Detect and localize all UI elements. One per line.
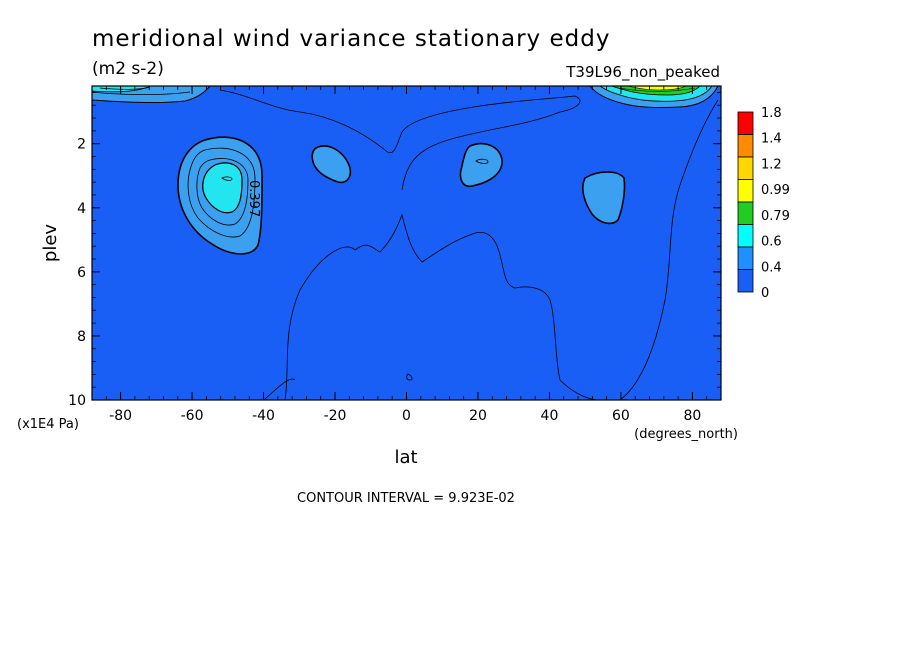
contour-line — [619, 87, 696, 92]
colorbar-swatch — [737, 246, 754, 270]
contour-line — [91, 91, 191, 96]
contour-line — [284, 213, 601, 401]
y-axis-units: (x1E4 Pa) — [17, 417, 79, 432]
minor-ticks — [91, 86, 722, 400]
x-tick-label: 20 — [469, 408, 487, 424]
colorbar-label: 1.4 — [761, 132, 782, 147]
colorbar-swatch — [737, 134, 754, 158]
y-tick-label: 2 — [77, 137, 86, 153]
contour-fill-04 — [311, 145, 352, 184]
x-tick-label: -60 — [181, 408, 204, 424]
colorbar-label: 0.99 — [761, 183, 790, 198]
plot-area: 0.397 — [91, 85, 722, 401]
colorbar-label: 0 — [761, 286, 769, 301]
y-tick-label: 8 — [77, 329, 86, 345]
colorbar: 1.8 1.4 1.2 0.99 0.79 0.6 0.4 0 — [737, 106, 790, 301]
contour-fill-06 — [202, 162, 243, 214]
x-tick-label: -80 — [109, 408, 132, 424]
y-axis-label: plev — [40, 224, 61, 263]
contour-fill-04 — [582, 171, 626, 225]
contour-line — [187, 147, 256, 238]
x-tick-label: 80 — [683, 408, 701, 424]
contour-line — [221, 176, 233, 181]
dataset-label: T39L96_non_peaked — [565, 63, 720, 82]
chart-title: meridional wind variance stationary eddy — [92, 26, 610, 52]
colorbar-label: 0.79 — [761, 209, 790, 224]
colorbar-swatch — [737, 224, 754, 248]
colorbar-swatch — [737, 179, 754, 203]
contour-line — [475, 158, 489, 164]
x-tick-label: 0 — [402, 408, 411, 424]
chart-units: (m2 s-2) — [92, 59, 164, 79]
colorbar-label: 1.2 — [761, 157, 782, 172]
x-axis-label: lat — [394, 447, 417, 468]
contour-value-label: 0.397 — [246, 180, 261, 217]
field-background — [92, 86, 721, 400]
colorbar-label: 0.6 — [761, 235, 782, 250]
colorbar-label: 0.4 — [761, 260, 782, 275]
contour-line — [219, 89, 581, 191]
y-tick-label: 6 — [77, 265, 86, 281]
contour-line — [99, 86, 151, 90]
colorbar-swatch — [737, 111, 754, 135]
x-tick-label: 60 — [612, 408, 630, 424]
colorbar-swatch — [737, 201, 754, 225]
contour-fill-04 — [459, 142, 503, 188]
contour-fill-top-right-peak — [627, 85, 687, 91]
x-tick-label: -40 — [252, 408, 275, 424]
y-tick-label: 4 — [77, 201, 86, 217]
contour-line — [619, 99, 719, 401]
contour-line — [406, 373, 413, 381]
y-tick-label: 10 — [68, 393, 86, 409]
colorbar-label: 1.8 — [761, 106, 782, 121]
x-tick-label: -20 — [324, 408, 347, 424]
x-axis: -80 -60 -40 -20 0 20 40 60 80 — [109, 86, 701, 424]
x-axis-units: (degrees_north) — [634, 427, 738, 442]
contour-interval: CONTOUR INTERVAL = 9.923E-02 — [297, 491, 515, 506]
colorbar-swatch — [737, 269, 754, 293]
colorbar-swatch — [737, 156, 754, 180]
contour-line — [263, 378, 296, 401]
contour-line — [196, 158, 249, 226]
x-tick-label: 40 — [541, 408, 559, 424]
